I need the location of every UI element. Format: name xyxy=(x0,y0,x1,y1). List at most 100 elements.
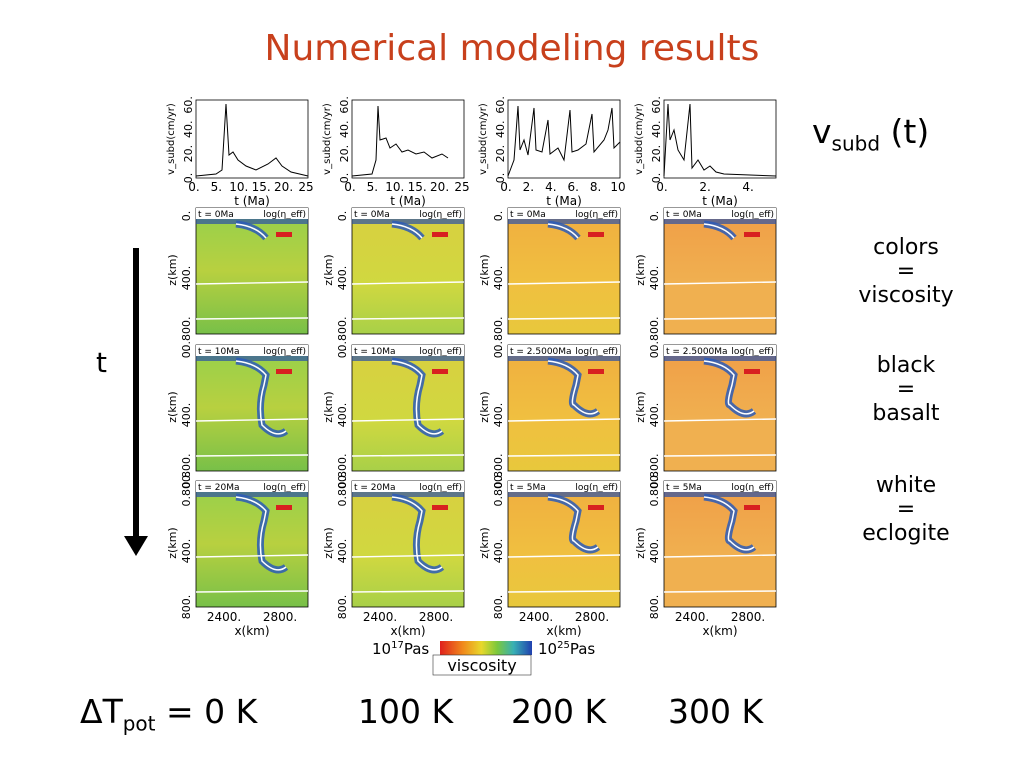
surface-band xyxy=(508,219,620,224)
temperature-200: 200 K xyxy=(511,692,607,731)
panel-ztick: 400. xyxy=(180,539,193,564)
phase-boundary xyxy=(195,418,309,422)
plot-xtick: 10 xyxy=(610,180,625,194)
model-panel: t = 5Ma log(η_eff) 0.800. 400. 800. z(km) 2400… xyxy=(634,472,777,638)
panel-time: t = 0Ma xyxy=(510,210,546,220)
phase-boundary xyxy=(195,554,309,558)
plot-xtick: 2. xyxy=(523,180,534,194)
plot-ytick: 0. xyxy=(338,173,351,184)
panel-log-label: log(η_eff) xyxy=(419,347,462,357)
panel-ztick: 0. xyxy=(336,211,349,222)
phase-boundary xyxy=(195,590,309,593)
plot-xtick: 4. xyxy=(742,180,753,194)
plot-xtick: 8. xyxy=(590,180,601,194)
panel-time: t = 20Ma xyxy=(198,483,240,493)
panel-ztick: 400. xyxy=(492,266,505,291)
surface-band xyxy=(196,492,308,497)
phase-boundary xyxy=(351,454,465,457)
surface-band xyxy=(508,356,620,361)
plot-ytick: 0. xyxy=(494,173,507,184)
panel-log-label: log(η_eff) xyxy=(731,347,774,357)
temperature-300: 300 K xyxy=(668,692,764,731)
panel-ztick: 0.800. xyxy=(180,472,193,507)
velocity-curve xyxy=(351,105,449,177)
phase-boundary xyxy=(195,281,309,285)
panel-ztick: 800. xyxy=(336,595,349,620)
surface-band xyxy=(352,492,464,497)
panel-ztick: 400. xyxy=(648,403,661,428)
plot-frame xyxy=(195,99,309,179)
plot-xtick: 10. xyxy=(229,180,248,194)
slab-marker xyxy=(432,232,448,237)
temperature-100: 100 K xyxy=(358,692,454,731)
phase-boundary xyxy=(663,317,777,320)
phase-boundary xyxy=(351,281,465,285)
plot-xtick: 0. xyxy=(188,180,199,194)
plot-ylabel: v_subd(cm/yr) xyxy=(478,103,489,175)
plot-xtick: 4. xyxy=(545,180,556,194)
slab-marker xyxy=(276,505,292,510)
panel-ztick: 800. xyxy=(180,595,193,620)
panel-xtick: 2400. xyxy=(519,610,553,624)
panel-ztick: 0.800. xyxy=(180,454,193,489)
panel-ztick: 0.800. xyxy=(336,454,349,489)
plot-ytick: 40. xyxy=(338,121,351,139)
plot-xlabel: t (Ma) xyxy=(702,194,738,208)
plot-ytick: 20. xyxy=(182,145,195,163)
panel-zlabel: z(km) xyxy=(478,254,491,285)
panel-header xyxy=(352,345,464,356)
model-panel: t = 0Ma log(η_eff) 0. 400. 0.800. z(km) xyxy=(322,207,465,352)
panel-log-label: log(η_eff) xyxy=(263,483,306,493)
model-panel: t = 0Ma log(η_eff) 0. 400. 0.800. z(km) xyxy=(166,207,309,352)
phase-boundary xyxy=(663,281,777,285)
phase-boundary xyxy=(507,590,621,593)
plot-xtick: 5. xyxy=(367,180,378,194)
panel-zlabel: z(km) xyxy=(478,391,491,422)
vsubd-label: vsubd (t) xyxy=(812,112,930,156)
panel-ztick: 0. xyxy=(180,348,193,359)
surface-band xyxy=(664,356,776,361)
plot-frame xyxy=(663,99,777,179)
model-panels: t = 0Ma log(η_eff)0.400.0.800.z(km)t = 0M… xyxy=(166,207,777,638)
slab-marker xyxy=(432,505,448,510)
phase-boundary xyxy=(663,454,777,457)
phase-boundary xyxy=(351,554,465,558)
panel-header xyxy=(196,481,308,492)
eclogite-line xyxy=(235,496,287,571)
panel-ztick: 0.800. xyxy=(180,317,193,352)
colorbar-max-label: 1025Pas xyxy=(538,640,595,658)
plot-xlabel: t (Ma) xyxy=(390,194,426,208)
panel-ztick: 0.800. xyxy=(648,454,661,489)
slab-marker xyxy=(744,369,760,374)
plot-xtick: 5. xyxy=(211,180,222,194)
panel-time: t = 10Ma xyxy=(198,347,240,357)
panel-xtick: 2800. xyxy=(575,610,609,624)
panel-xtick: 2400. xyxy=(363,610,397,624)
panel-ztick: 400. xyxy=(492,403,505,428)
panel-ztick: 0.800. xyxy=(492,472,505,507)
panel-header xyxy=(664,481,776,492)
plot-ytick: 20. xyxy=(650,145,663,163)
model-panel: t = 2.5000Ma log(η_eff) 0. 400. 0.800. z(km) xyxy=(478,344,621,489)
panel-xtick: 2800. xyxy=(263,610,297,624)
surface-band xyxy=(508,492,620,497)
panel-xlabel: x(km) xyxy=(702,624,737,638)
colorbar-label: viscosity xyxy=(447,656,516,675)
phase-boundary xyxy=(507,418,621,422)
panel-header xyxy=(352,481,464,492)
panel-ztick: 0.800. xyxy=(492,317,505,352)
eclogite-line xyxy=(391,496,443,571)
panel-time: t = 20Ma xyxy=(354,483,396,493)
panel-time: t = 2.5000Ma xyxy=(510,347,572,357)
velocity-plot: 0. 20. 40. 60. v_subd(cm/yr) 0. 2. 4. 6. 8. 10 t (M… xyxy=(478,96,626,208)
panel-header xyxy=(196,208,308,219)
plot-ylabel: v_subd(cm/yr) xyxy=(322,103,333,175)
panel-ztick: 400. xyxy=(336,266,349,291)
panel-zlabel: z(km) xyxy=(322,527,335,558)
eclogite-line xyxy=(235,223,267,239)
plot-xtick: 0. xyxy=(656,180,667,194)
slab-marker xyxy=(744,232,760,237)
panel-ztick: 0.800. xyxy=(492,454,505,489)
panel-ztick: 0. xyxy=(492,348,505,359)
